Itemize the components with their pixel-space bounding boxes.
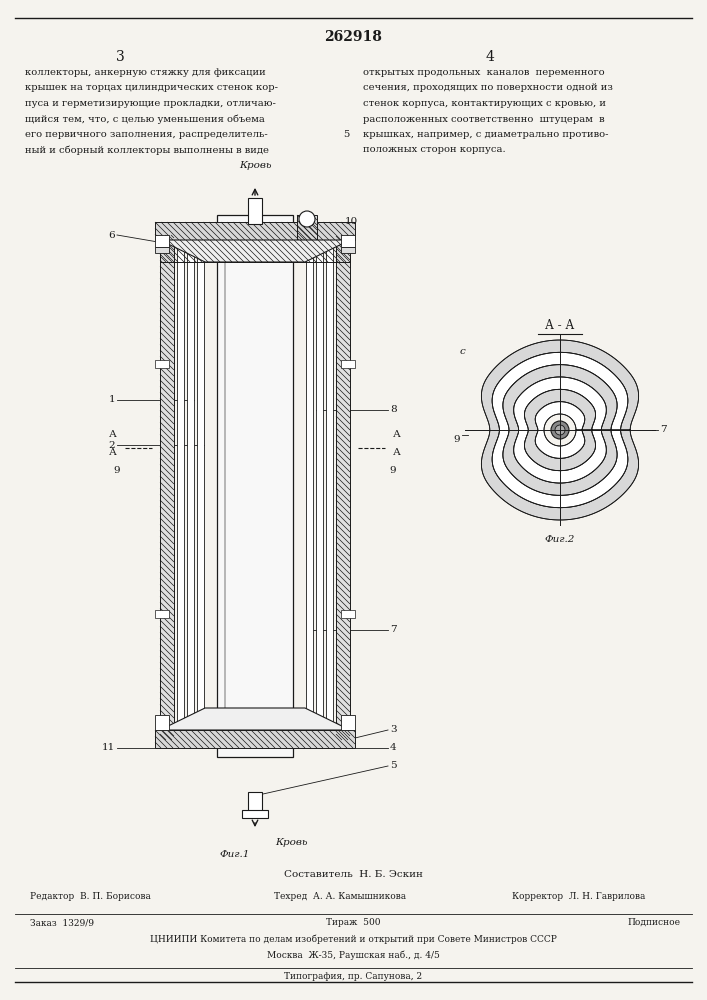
Bar: [160, 240, 350, 262]
Text: А: А: [393, 430, 401, 439]
Text: Техред  А. А. Камышникова: Техред А. А. Камышникова: [274, 892, 406, 901]
Text: 4: 4: [486, 50, 494, 64]
Text: 9: 9: [114, 466, 120, 475]
Polygon shape: [535, 402, 585, 458]
Text: 5: 5: [390, 762, 397, 770]
Text: 9: 9: [390, 466, 397, 475]
Text: Корректор  Л. Н. Гаврилова: Корректор Л. Н. Гаврилова: [512, 892, 645, 901]
Polygon shape: [481, 340, 638, 520]
Text: крышках, например, с диаметрально противо-: крышках, например, с диаметрально против…: [363, 130, 609, 139]
Polygon shape: [503, 365, 617, 495]
Text: щийся тем, что, с целью уменьшения объема: щийся тем, что, с целью уменьшения объем…: [25, 114, 265, 124]
Text: Заказ  1329/9: Заказ 1329/9: [30, 918, 94, 927]
Text: Кровь: Кровь: [239, 161, 271, 170]
Text: А: А: [109, 430, 117, 439]
Text: ный и сборный коллекторы выполнены в виде: ный и сборный коллекторы выполнены в вид…: [25, 145, 269, 155]
Bar: [341, 247, 355, 253]
Bar: [341, 235, 355, 247]
Text: Москва  Ж-35, Раушская наб., д. 4/5: Москва Ж-35, Раушская наб., д. 4/5: [267, 950, 440, 960]
Text: открытых продольных  каналов  переменного: открытых продольных каналов переменного: [363, 68, 604, 77]
Text: коллекторы, анкерную стяжку для фиксации: коллекторы, анкерную стяжку для фиксации: [25, 68, 266, 77]
Text: Кровь: Кровь: [275, 838, 308, 847]
Text: пуса и герметизирующие прокладки, отличаю-: пуса и герметизирующие прокладки, отлича…: [25, 99, 276, 108]
Text: 2: 2: [108, 440, 115, 450]
Text: 10: 10: [345, 218, 358, 227]
Text: с: с: [460, 348, 465, 357]
Text: Составитель  Н. Б. Эскин: Составитель Н. Б. Эскин: [284, 870, 423, 879]
Text: его первичного заполнения, распределитель-: его первичного заполнения, распределител…: [25, 130, 268, 139]
Bar: [341, 715, 355, 730]
Bar: [155, 715, 169, 730]
Text: 11: 11: [102, 744, 115, 752]
Bar: [197, 238, 204, 736]
Text: Типография, пр. Сапунова, 2: Типография, пр. Сапунова, 2: [284, 972, 422, 981]
Bar: [326, 238, 333, 736]
Bar: [297, 215, 317, 240]
Polygon shape: [492, 352, 628, 508]
Text: 4: 4: [390, 744, 397, 752]
Text: 3: 3: [116, 50, 124, 64]
Text: 6: 6: [108, 231, 115, 239]
Circle shape: [551, 421, 569, 439]
Bar: [177, 238, 184, 736]
Text: А: А: [109, 448, 117, 457]
Bar: [242, 810, 268, 818]
Text: Подписное: Подписное: [627, 918, 680, 927]
Text: Фиг.1: Фиг.1: [220, 850, 250, 859]
Text: Редактор  В. П. Борисова: Редактор В. П. Борисова: [30, 892, 151, 901]
Text: 7: 7: [390, 626, 397, 635]
Text: 7: 7: [660, 426, 667, 434]
Bar: [155, 730, 355, 748]
Circle shape: [299, 211, 315, 227]
Bar: [155, 222, 355, 240]
Text: крышек на торцах цилиндрических стенок кор-: крышек на торцах цилиндрических стенок к…: [25, 84, 278, 93]
Text: А - А: А - А: [545, 319, 575, 332]
Text: сечения, проходящих по поверхности одной из: сечения, проходящих по поверхности одной…: [363, 84, 613, 93]
Bar: [187, 238, 194, 736]
Bar: [155, 235, 169, 247]
Bar: [248, 792, 262, 814]
Bar: [155, 360, 169, 368]
Bar: [155, 247, 169, 253]
Text: 9: 9: [453, 436, 460, 444]
Bar: [336, 235, 350, 740]
Text: расположенных соответственно  штуцерам  в: расположенных соответственно штуцерам в: [363, 114, 604, 123]
Bar: [316, 238, 323, 736]
Polygon shape: [525, 389, 595, 471]
Text: 262918: 262918: [324, 30, 382, 44]
Bar: [341, 610, 355, 618]
Bar: [306, 238, 313, 736]
Bar: [160, 235, 174, 740]
Text: Фиг.2: Фиг.2: [545, 535, 575, 544]
Bar: [217, 215, 293, 757]
Polygon shape: [514, 377, 607, 483]
Polygon shape: [160, 240, 350, 262]
Text: Тираж  500: Тираж 500: [326, 918, 380, 927]
Text: 5: 5: [344, 130, 350, 139]
Text: 8: 8: [390, 406, 397, 414]
Text: ЦНИИПИ Комитета по делам изобретений и открытий при Совете Министров СССР: ЦНИИПИ Комитета по делам изобретений и о…: [150, 934, 556, 944]
Text: 1: 1: [108, 395, 115, 404]
Circle shape: [555, 425, 565, 435]
Text: положных сторон корпуса.: положных сторон корпуса.: [363, 145, 506, 154]
Bar: [155, 610, 169, 618]
Bar: [248, 198, 262, 224]
Text: стенок корпуса, контактирующих с кровью, и: стенок корпуса, контактирующих с кровью,…: [363, 99, 606, 108]
Bar: [341, 360, 355, 368]
Polygon shape: [160, 708, 350, 730]
Text: А: А: [393, 448, 401, 457]
Text: 3: 3: [390, 726, 397, 734]
